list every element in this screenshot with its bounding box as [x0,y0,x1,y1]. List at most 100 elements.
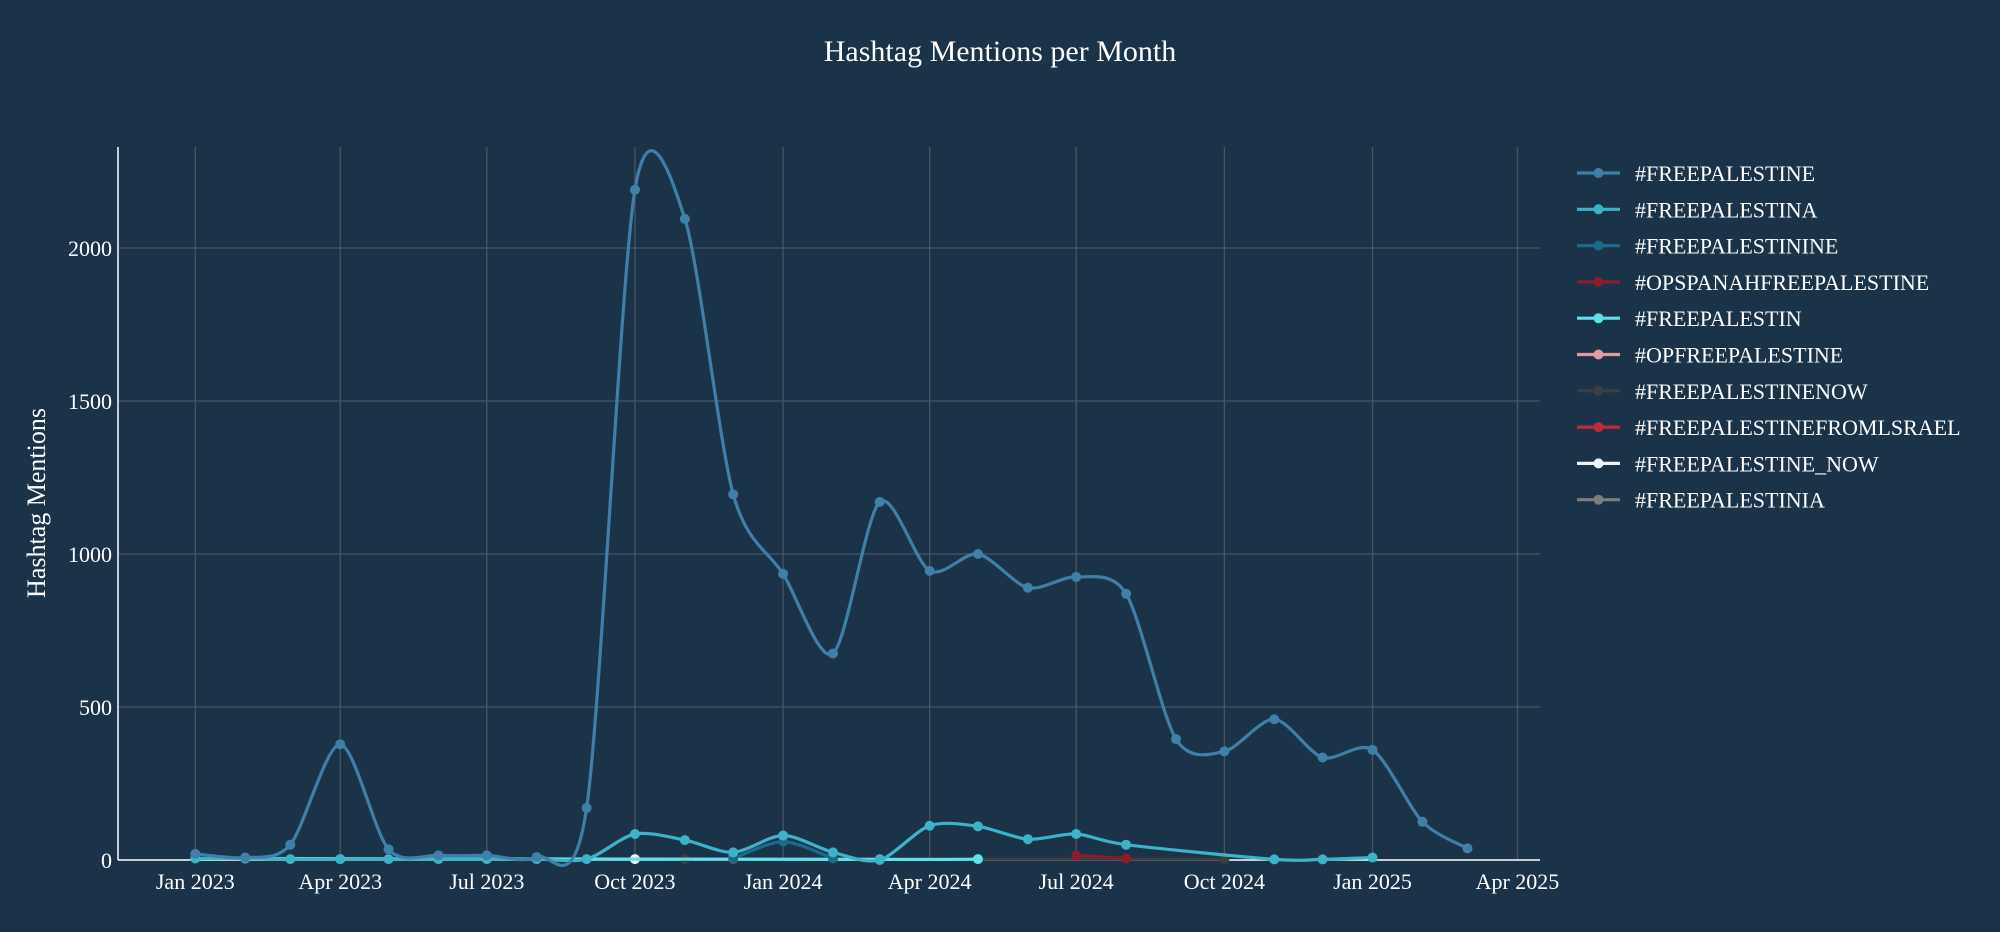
data-point[interactable] [335,854,346,865]
legend-swatch-marker [1593,494,1604,505]
x-tick-label: Jul 2023 [449,869,524,894]
x-tick-label: Jan 2023 [156,869,235,894]
data-point[interactable] [924,820,935,831]
legend-item[interactable]: #FREEPALESTINE [1577,161,1815,186]
data-point[interactable] [190,848,201,859]
legend-swatch-marker [1593,276,1604,287]
data-point[interactable] [1022,582,1033,593]
data-point[interactable] [335,739,346,750]
legend-label: #FREEPALESTININE [1635,234,1838,259]
data-point[interactable] [679,213,690,224]
x-tick-label: Jan 2024 [744,869,823,894]
x-tick-label: Jul 2024 [1039,869,1114,894]
y-axis-title: Hashtag Mentions [22,408,51,598]
data-point[interactable] [778,830,789,841]
legend-swatch-marker [1593,458,1604,469]
x-tick-label: Apr 2023 [298,869,382,894]
data-point[interactable] [531,851,542,862]
data-point[interactable] [1121,853,1132,864]
legend-item[interactable]: #FREEPALESTINENOW [1577,379,1868,404]
data-point[interactable] [1462,843,1473,854]
data-point[interactable] [924,565,935,576]
data-point[interactable] [383,854,394,865]
legend-label: #FREEPALESTINEFROMLSRAEL [1635,415,1961,440]
data-point[interactable] [1417,816,1428,827]
data-point[interactable] [1071,850,1082,861]
legend-item[interactable]: #OPFREEPALESTINE [1577,343,1843,368]
data-point[interactable] [285,839,296,850]
legend-label: #FREEPALESTINE [1635,161,1815,186]
legend-swatch-marker [1593,422,1604,433]
data-point[interactable] [972,854,983,865]
data-point[interactable] [828,847,839,858]
legend-swatch-marker [1593,385,1604,396]
legend-label: #FREEPALESTINENOW [1635,379,1868,404]
legend-item[interactable]: #FREEPALESTIN [1577,306,1802,331]
data-point[interactable] [1269,714,1280,725]
data-point[interactable] [679,835,690,846]
data-point[interactable] [1317,752,1328,763]
data-point[interactable] [1071,828,1082,839]
data-point[interactable] [778,568,789,579]
legend-item[interactable]: #FREEPALESTINIA [1577,488,1825,513]
data-point[interactable] [728,847,739,858]
data-point[interactable] [1317,854,1328,865]
data-point[interactable] [728,489,739,500]
series-line [195,821,1373,863]
legend-label: #FREEPALESTINA [1635,197,1818,222]
x-tick-label: Oct 2024 [1184,869,1265,894]
series-freepalestine [190,149,1473,867]
data-point[interactable] [1269,854,1280,865]
data-point[interactable] [629,184,640,195]
legend-item[interactable]: #OPSPANAHFREEPALESTINE [1577,270,1929,295]
legend-label: #FREEPALESTINIA [1635,488,1825,513]
y-tick-label: 1500 [68,389,112,414]
legend-label: #FREEPALESTIN [1635,306,1802,331]
data-point[interactable] [874,855,885,865]
data-point[interactable] [629,828,640,839]
data-point[interactable] [1022,834,1033,845]
chart-title: Hashtag Mentions per Month [824,35,1176,68]
data-point[interactable] [581,802,592,813]
y-tick-label: 500 [79,695,112,720]
legend-swatch-marker [1593,349,1604,360]
data-point[interactable] [972,548,983,559]
data-point[interactable] [1121,839,1132,850]
data-point[interactable] [1071,571,1082,582]
legend-label: #OPSPANAHFREEPALESTINE [1635,270,1929,295]
data-point[interactable] [240,852,251,863]
data-point[interactable] [1171,734,1182,745]
data-point[interactable] [828,648,839,659]
series-layer [190,149,1473,867]
data-point[interactable] [285,854,296,865]
x-tick-label: Oct 2023 [594,869,675,894]
data-point[interactable] [972,821,983,832]
legend-swatch-marker [1593,313,1604,324]
grid [118,147,1540,860]
legend-label: #FREEPALESTINE_NOW [1635,451,1879,476]
data-point[interactable] [1367,744,1378,755]
x-tick-label: Jan 2025 [1333,869,1412,894]
legend-item[interactable]: #FREEPALESTINEFROMLSRAEL [1577,415,1961,440]
legend[interactable]: #FREEPALESTINE #FREEPALESTINA #FREEPALESTI… [1577,161,1961,513]
series-freepalestina [190,820,1378,865]
legend-label: #OPFREEPALESTINE [1635,343,1843,368]
axes: Jan 2023 Apr 2023 Jul 2023 Oct 2023 Jan 2024… [68,147,1559,894]
x-tick-label: Apr 2024 [888,869,972,894]
y-tick-label: 0 [101,848,112,873]
data-point[interactable] [1367,852,1378,863]
legend-item[interactable]: #FREEPALESTINE_NOW [1577,451,1879,476]
data-point[interactable] [1219,746,1230,757]
data-point[interactable] [481,850,492,861]
data-point[interactable] [581,854,592,865]
data-point[interactable] [433,850,444,861]
legend-swatch-marker [1593,240,1604,251]
legend-item[interactable]: #FREEPALESTINA [1577,197,1818,222]
data-point[interactable] [383,844,394,855]
legend-item[interactable]: #FREEPALESTININE [1577,234,1838,259]
legend-swatch-marker [1593,204,1604,215]
y-tick-label: 2000 [68,236,112,261]
data-point[interactable] [874,496,885,507]
data-point[interactable] [1121,588,1132,599]
y-tick-label: 1000 [68,542,112,567]
